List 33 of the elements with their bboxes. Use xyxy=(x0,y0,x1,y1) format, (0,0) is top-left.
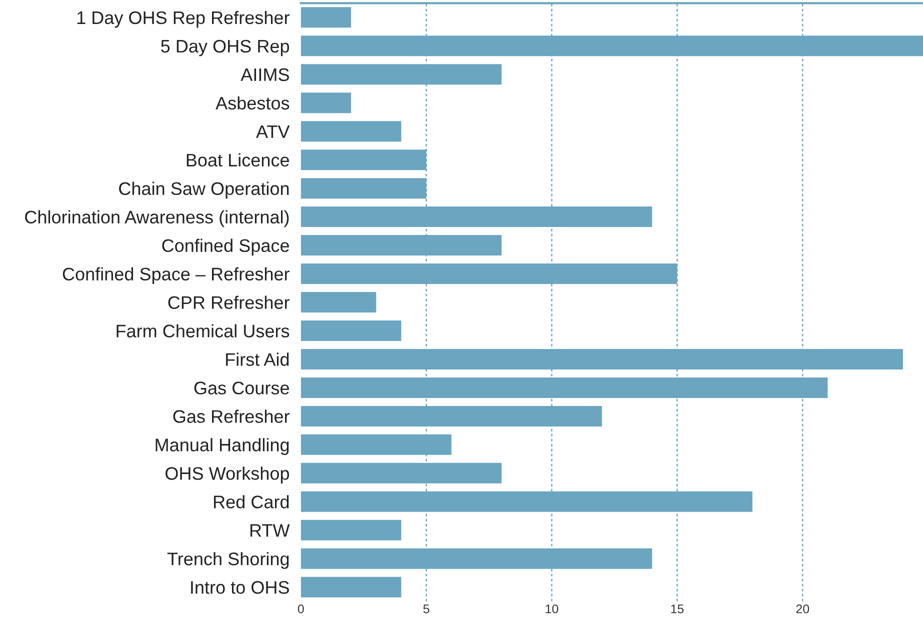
y-tick-label: Intro to OHS xyxy=(191,581,289,594)
y-tick-label: Farm Chemical Users xyxy=(116,324,290,338)
y-tick-label: Confined Space – Refresher xyxy=(62,267,290,284)
x-tick-label: 10 xyxy=(546,604,558,614)
y-tick-label: Gas Course xyxy=(194,382,289,394)
bar xyxy=(300,320,402,341)
y-tick-label: Confined Space xyxy=(162,238,289,256)
y-tick-label: Chain Saw Operation xyxy=(119,182,289,199)
y-tick-label: ATV xyxy=(256,125,290,138)
y-tick-label: Red Card xyxy=(214,495,289,508)
bar xyxy=(300,7,352,28)
bar xyxy=(300,92,352,114)
x-tick-label: 0 xyxy=(298,604,304,614)
bar xyxy=(300,292,376,313)
y-tick-label: RTW xyxy=(250,524,290,537)
y-tick-label: CPR Refresher xyxy=(168,296,290,309)
x-tick-label: 5 xyxy=(423,604,430,614)
x-tick-label: 20 xyxy=(796,604,810,614)
y-tick-label: AIIMS xyxy=(240,68,289,82)
bar xyxy=(300,520,402,540)
y-tick-label: 5 Day OHS Rep xyxy=(161,40,290,56)
y-tick-label: Trench Shoring xyxy=(167,552,289,569)
y-tick-label: OHS Workshop xyxy=(166,466,290,484)
y-tick-label: Manual Handling xyxy=(156,438,289,455)
bar xyxy=(300,576,402,598)
y-tick-label: Asbestos xyxy=(216,96,290,110)
y-tick-label: Gas Refresher xyxy=(173,410,290,423)
x-tick-label: 15 xyxy=(671,604,684,614)
y-tick-label: First Aid xyxy=(226,352,289,366)
y-tick-label: Chlorination Awareness (internal) xyxy=(25,210,289,228)
y-tick-label: Boat Licence xyxy=(186,153,289,167)
bar xyxy=(300,121,402,142)
y-tick-label: 1 Day OHS Rep Refresher xyxy=(77,10,290,28)
